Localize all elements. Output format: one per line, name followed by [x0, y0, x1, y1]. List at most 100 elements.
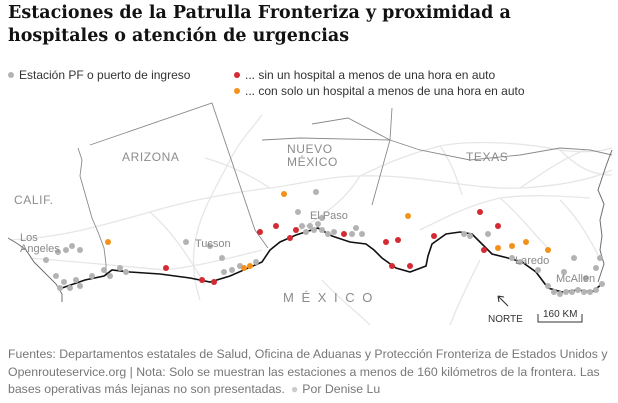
no-hospital-dot: [383, 239, 389, 245]
region-labels: CALIF. ARIZONA NUEVO MÉXICO TEXAS M É X …: [14, 142, 508, 305]
station-dot: [569, 289, 575, 295]
region-label-nuevo: NUEVO: [287, 142, 333, 156]
station-dot: [583, 275, 589, 281]
station-dot: [353, 225, 359, 231]
station-dot: [359, 231, 365, 237]
station-dot: [593, 287, 599, 293]
station-dot: [183, 239, 189, 245]
city-label-los: Los: [20, 232, 38, 244]
one-hospital-dot: [241, 265, 247, 271]
station-dot: [107, 273, 113, 279]
state-boundaries: [77, 102, 613, 276]
no-hospital-dot: [211, 279, 217, 285]
station-dot: [73, 277, 79, 283]
station-dot: [77, 283, 83, 289]
no-hospital-dot: [199, 277, 205, 283]
legend-station: Estación PF o puerto de ingreso: [8, 68, 190, 82]
no-hospital-dot: [293, 227, 299, 233]
station-dot: [295, 209, 301, 215]
north-label: NORTE: [488, 314, 523, 325]
north-indicator: NORTE: [488, 295, 523, 325]
region-label-mexico: M É X I C O: [283, 290, 374, 305]
station-dot: [311, 227, 317, 233]
station-dot: [101, 267, 107, 273]
city-label-laredo: Laredo: [515, 255, 549, 267]
station-dot: [593, 265, 599, 271]
no-hospital-dot: [431, 233, 437, 239]
one-hospital-dot: [545, 247, 551, 253]
station-dot: [67, 285, 73, 291]
station-dot: [581, 289, 587, 295]
region-label-mexico-state: MÉXICO: [287, 154, 338, 169]
sources-text: Fuentes: Departamentos estatales de Salu…: [8, 347, 608, 396]
station-dot: [53, 273, 59, 279]
region-label-arizona: ARIZONA: [122, 150, 180, 164]
station-dot: [597, 255, 603, 261]
city-labels: Los Angeles Tucson El Paso Laredo McAlle…: [20, 210, 595, 285]
no-hospital-dot: [407, 263, 413, 269]
station-dot: [535, 267, 541, 273]
station-dot: [307, 223, 313, 229]
one-hospital-dot: [495, 245, 501, 251]
region-label-texas: TEXAS: [466, 150, 508, 164]
station-dot: [509, 255, 515, 261]
city-label-tucson: Tucson: [195, 238, 231, 250]
scale-bar: 160 KM: [537, 309, 583, 323]
city-label-angeles: Angeles: [20, 243, 60, 255]
station-dot: [461, 231, 467, 237]
gray-dot-icon: [8, 72, 14, 78]
station-dot: [485, 231, 491, 237]
station-dot: [319, 215, 325, 221]
one-hospital-dot: [281, 191, 287, 197]
station-dot: [221, 269, 227, 275]
station-dot: [467, 233, 473, 239]
station-dot: [123, 269, 129, 275]
no-hospital-dots: [163, 209, 501, 285]
one-hospital-dot: [247, 263, 253, 269]
station-dot: [57, 285, 63, 291]
orange-dot-icon: [234, 88, 240, 94]
legend-station-label: Estación PF o puerto de ingreso: [19, 68, 191, 82]
station-dot: [43, 257, 49, 263]
station-dot: [77, 247, 83, 253]
station-dot: [63, 247, 69, 253]
no-hospital-dot: [341, 231, 347, 237]
border-map: CALIF. ARIZONA NUEVO MÉXICO TEXAS M É X …: [7, 102, 613, 326]
no-hospital-dot: [395, 237, 401, 243]
station-dot: [207, 243, 213, 249]
city-label-mcallen: McAllen: [556, 273, 595, 285]
station-dot: [349, 231, 355, 237]
station-dot: [517, 259, 523, 265]
no-hospital-dot: [163, 265, 169, 271]
station-dot: [315, 221, 321, 227]
station-dot: [587, 289, 593, 295]
one-hospital-dot: [405, 213, 411, 219]
station-dot: [219, 255, 225, 261]
station-dot: [557, 291, 563, 297]
station-dot: [313, 189, 319, 195]
station-dot: [319, 227, 325, 233]
region-label-calif: CALIF.: [14, 193, 54, 207]
station-dot: [69, 243, 75, 249]
one-hospital-dot: [523, 239, 529, 245]
no-hospital-dot: [273, 223, 279, 229]
station-dot: [61, 279, 67, 285]
city-label-el-paso: El Paso: [310, 210, 348, 222]
byline: Por Denise Lu: [302, 382, 381, 396]
station-dot: [117, 265, 123, 271]
no-hospital-dot: [481, 247, 487, 253]
red-dot-icon: [234, 72, 240, 78]
source-note: Fuentes: Departamentos estatales de Salu…: [8, 346, 608, 399]
legend-no-hospital-label: ... sin un hospital a menos de una hora …: [245, 68, 496, 82]
map-title: Estaciones de la Patrulla Fronteriza y p…: [8, 3, 511, 46]
station-dot: [599, 281, 605, 287]
no-hospital-dot: [287, 235, 293, 241]
station-dot: [89, 273, 95, 279]
station-dot: [303, 229, 309, 235]
no-hospital-dot: [389, 263, 395, 269]
scale-bar-line: [537, 314, 583, 323]
station-dot: [229, 267, 235, 273]
station-dot: [561, 269, 567, 275]
separator-dot-icon: ●: [290, 382, 299, 396]
no-hospital-dot: [257, 229, 263, 235]
